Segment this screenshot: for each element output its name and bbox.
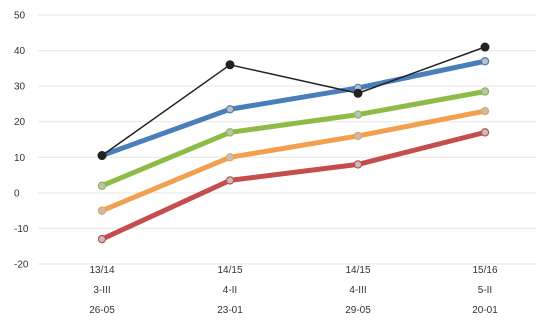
data-point: [97, 151, 107, 161]
y-axis: -20 -10 0 10 20 30 40 50: [14, 11, 29, 271]
x-tick-label: 23-01: [217, 305, 243, 316]
x-tick-label: 3-III: [93, 285, 110, 296]
x-tick-label: 14/15: [217, 265, 242, 276]
data-point: [353, 131, 363, 141]
y-tick-label: 50: [14, 11, 26, 22]
data-point: [97, 206, 107, 215]
x-tick-label: 13/14: [89, 265, 114, 276]
data-point: [225, 60, 235, 70]
data-point: [480, 106, 490, 116]
series-line: [99, 58, 488, 159]
data-point: [353, 160, 363, 169]
series-layer: [97, 42, 490, 244]
data-point: [225, 153, 235, 162]
data-point: [480, 42, 490, 52]
data-point: [480, 87, 490, 96]
y-tick-label: 0: [14, 188, 20, 199]
x-tick-label: 5-II: [478, 285, 492, 296]
y-tick-label: -10: [14, 224, 29, 235]
data-point: [480, 128, 490, 137]
data-point: [225, 105, 235, 114]
x-tick-label: 4-III: [349, 285, 366, 296]
data-point: [97, 181, 107, 190]
series-line: [99, 88, 488, 189]
data-point: [97, 234, 107, 244]
data-point: [225, 128, 235, 137]
y-tick-label: 20: [14, 117, 26, 128]
y-tick-label: 40: [14, 46, 26, 57]
y-tick-label: -20: [14, 260, 29, 271]
x-tick-label: 26-05: [89, 305, 115, 316]
x-tick-label: 29-05: [345, 305, 371, 316]
series-line: [99, 129, 488, 242]
y-tick-label: 30: [14, 82, 26, 93]
x-axis: 13/14 3-III 26-05 14/15 4-II 23-01 14/15 4-III 2…: [89, 265, 498, 316]
data-point: [480, 57, 490, 66]
series-line: [99, 108, 488, 214]
y-tick-label: 10: [14, 153, 26, 164]
x-tick-label: 15/16: [472, 265, 497, 276]
x-tick-label: 14/15: [345, 265, 370, 276]
series-line: [101, 46, 486, 157]
data-point: [225, 176, 235, 185]
x-tick-label: 4-II: [223, 285, 237, 296]
data-point: [353, 88, 363, 98]
x-tick-label: 20-01: [472, 305, 498, 316]
data-point: [353, 110, 363, 119]
